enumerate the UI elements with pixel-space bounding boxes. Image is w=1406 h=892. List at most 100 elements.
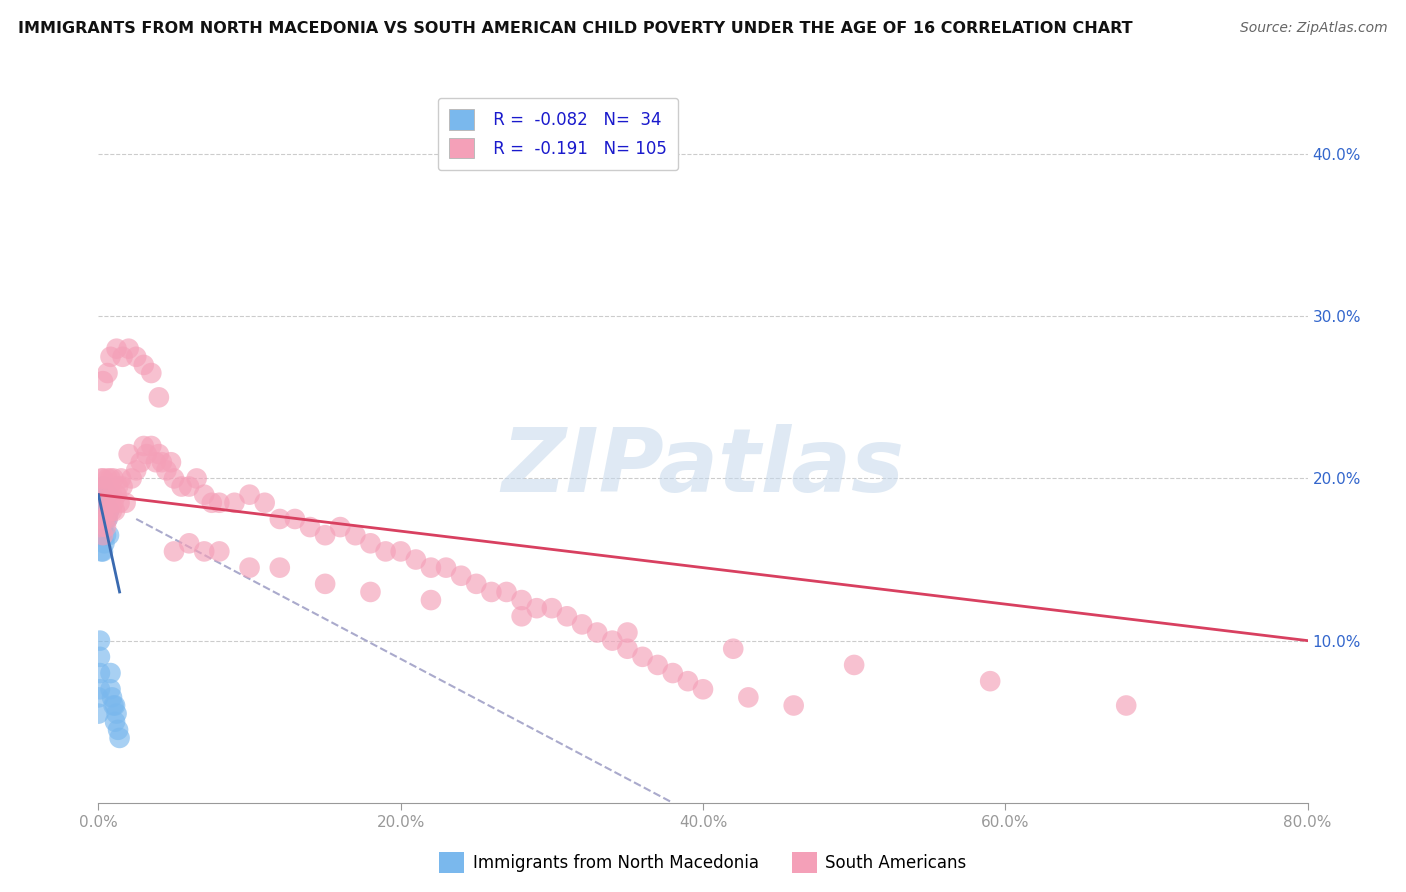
Point: [420, 593, 443, 607]
Point: [104, 698, 127, 713]
Text: ZIPatlas: ZIPatlas: [502, 424, 904, 511]
Point: [692, 682, 714, 697]
Point: [105, 342, 128, 356]
Point: [90, 512, 112, 526]
Point: [105, 706, 128, 721]
Point: [107, 479, 129, 493]
Point: [101, 690, 124, 705]
Point: [155, 463, 177, 477]
Point: [90, 488, 112, 502]
Point: [96, 471, 118, 485]
Point: [118, 342, 141, 356]
Point: [91, 544, 114, 558]
Point: [111, 350, 134, 364]
Point: [208, 496, 231, 510]
Point: [208, 544, 231, 558]
Point: [89, 633, 111, 648]
Point: [93, 512, 115, 526]
Point: [135, 447, 157, 461]
Point: [91, 528, 114, 542]
Point: [844, 657, 866, 672]
Point: [104, 504, 127, 518]
Point: [148, 447, 170, 461]
Point: [145, 455, 167, 469]
Point: [101, 488, 124, 502]
Text: IMMIGRANTS FROM NORTH MACEDONIA VS SOUTH AMERICAN CHILD POVERTY UNDER THE AGE OF: IMMIGRANTS FROM NORTH MACEDONIA VS SOUTH…: [18, 21, 1133, 37]
Point: [314, 577, 336, 591]
Point: [89, 666, 111, 681]
Point: [96, 512, 118, 526]
Point: [737, 690, 759, 705]
Point: [98, 528, 121, 542]
Point: [105, 488, 128, 502]
Point: [114, 496, 136, 510]
Point: [299, 520, 322, 534]
Point: [661, 666, 683, 681]
Point: [100, 682, 122, 697]
Point: [121, 471, 143, 485]
Point: [89, 649, 111, 664]
Point: [224, 496, 246, 510]
Point: [100, 471, 122, 485]
Point: [87, 690, 110, 705]
Point: [201, 496, 224, 510]
Point: [98, 504, 121, 518]
Text: Source: ZipAtlas.com: Source: ZipAtlas.com: [1240, 21, 1388, 36]
Point: [132, 439, 155, 453]
Point: [179, 536, 201, 550]
Point: [602, 633, 624, 648]
Point: [676, 674, 699, 689]
Point: [98, 504, 121, 518]
Point: [723, 641, 745, 656]
Point: [148, 390, 170, 404]
Point: [434, 560, 457, 574]
Point: [647, 657, 669, 672]
Point: [108, 496, 131, 510]
Point: [94, 528, 117, 542]
Point: [979, 674, 1001, 689]
Point: [104, 714, 127, 729]
Point: [495, 585, 517, 599]
Point: [94, 512, 117, 526]
Point: [179, 479, 201, 493]
Point: [150, 455, 173, 469]
Point: [96, 488, 118, 502]
Point: [510, 593, 533, 607]
Point: [87, 706, 110, 721]
Point: [389, 544, 412, 558]
Point: [170, 479, 193, 493]
Point: [91, 479, 114, 493]
Point: [90, 504, 112, 518]
Point: [360, 536, 382, 550]
Point: [783, 698, 806, 713]
Point: [239, 488, 262, 502]
Point: [193, 488, 215, 502]
Point: [91, 520, 114, 534]
Point: [420, 560, 443, 574]
Point: [129, 455, 152, 469]
Point: [96, 366, 118, 380]
Point: [108, 731, 131, 745]
Point: [96, 512, 118, 526]
Point: [269, 560, 291, 574]
Point: [465, 577, 488, 591]
Point: [186, 471, 208, 485]
Point: [94, 520, 117, 534]
Point: [93, 536, 115, 550]
Point: [253, 496, 276, 510]
Point: [163, 471, 186, 485]
Point: [100, 496, 122, 510]
Point: [90, 471, 112, 485]
Point: [284, 512, 307, 526]
Point: [90, 512, 112, 526]
Point: [481, 585, 503, 599]
Point: [91, 374, 114, 388]
Point: [526, 601, 548, 615]
Point: [91, 504, 114, 518]
Point: [160, 455, 183, 469]
Point: [98, 479, 121, 493]
Point: [314, 528, 336, 542]
Point: [1115, 698, 1137, 713]
Point: [329, 520, 352, 534]
Point: [540, 601, 562, 615]
